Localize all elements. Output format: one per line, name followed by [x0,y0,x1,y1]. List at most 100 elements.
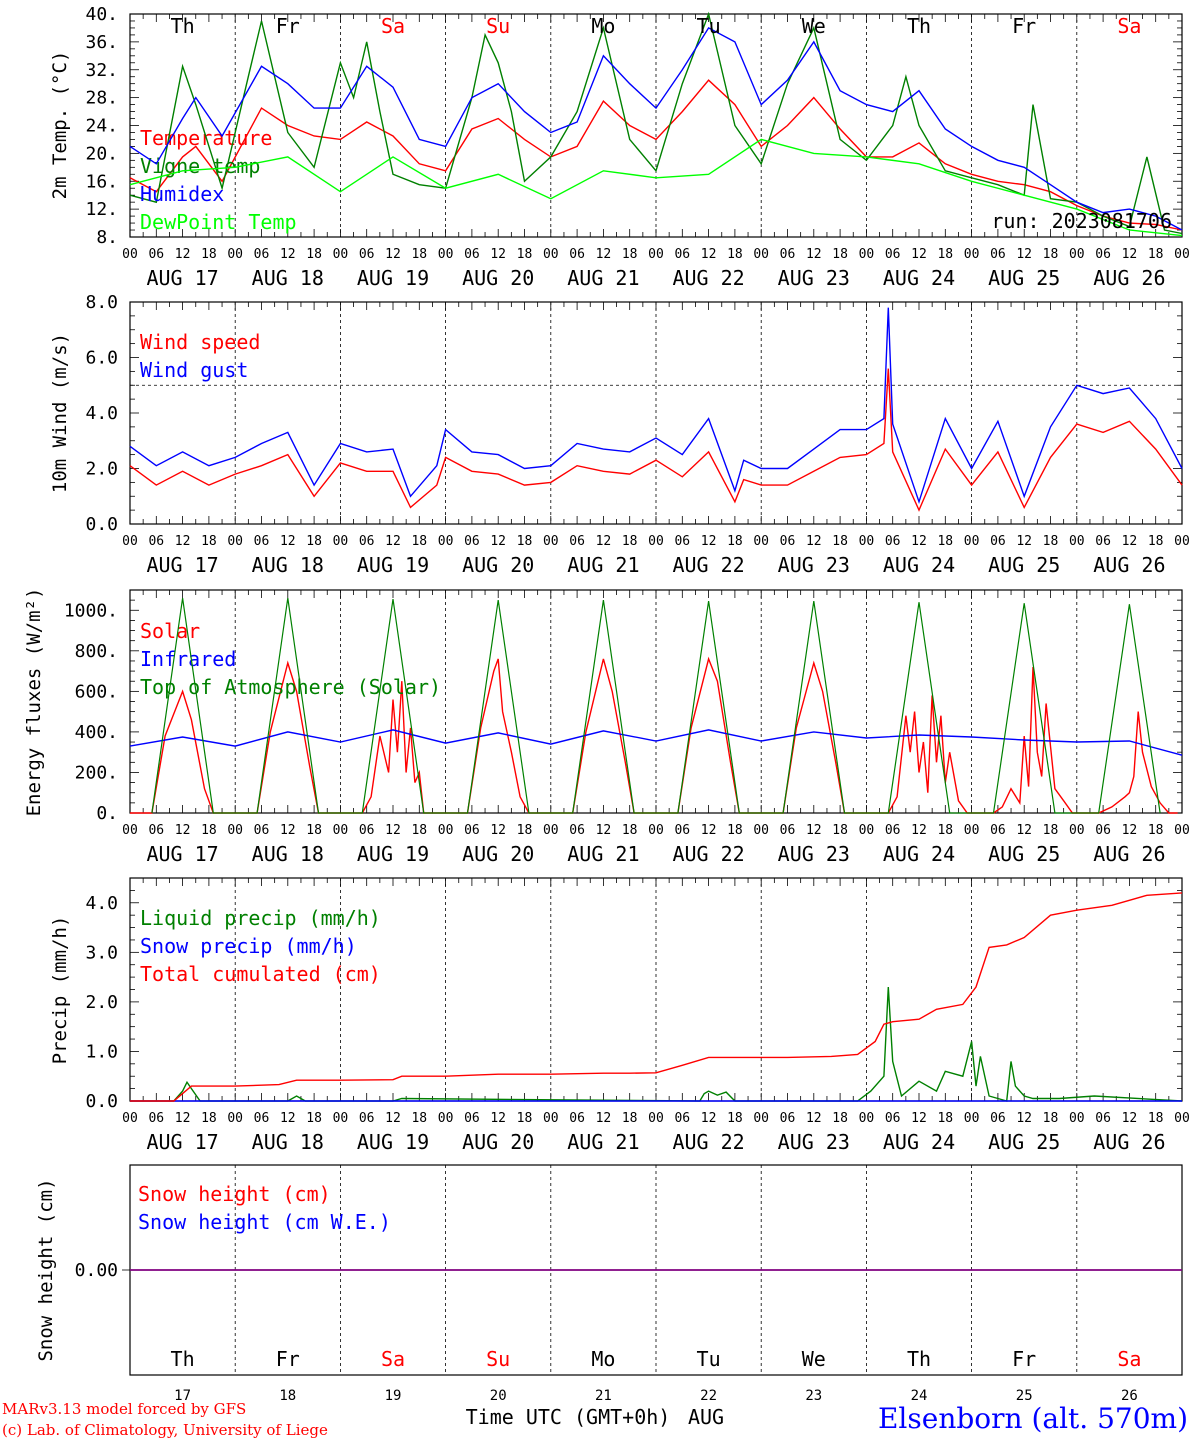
series-humidex [129,26,1183,231]
legend-entry: Liquid precip (mm/h) [140,906,381,930]
date-label: AUG 19 [357,1130,429,1154]
panel-temperature: 8. 12. 16. 20. 24. 28. 32. 36. 40. 2m Temp. (°C) T… [49,4,1190,290]
hour-tick-label: 18 [411,1111,427,1126]
hour-tick-label: 00 [753,247,769,262]
hour-tick-label: 00 [333,1111,349,1126]
hour-tick-label: 18 [517,534,533,549]
hour-tick-label: 06 [569,823,585,838]
date-label: AUG 24 [883,266,955,290]
panel-precip: 0.0 1.0 2.0 3.0 4.0 Precip (mm/h) Liquid preci… [49,877,1190,1154]
hour-tick-label: 12 [596,247,612,262]
hour-tick-label: 00 [964,534,980,549]
weekday-label: Sa [381,14,405,38]
y-tick-label: 1.0 [85,1041,118,1062]
hour-tick-label: 00 [438,823,454,838]
hour-tick-label: 12 [1016,247,1032,262]
hour-tick-label: 06 [464,534,480,549]
hour-tick-label: 12 [280,1111,296,1126]
y-tick-label: 400. [75,722,118,743]
hour-tick-label: 18 [622,247,638,262]
hour-tick-label: 12 [701,247,717,262]
hour-tick-label: 12 [490,823,506,838]
hour-tick-label: 06 [569,534,585,549]
hour-tick-label: 00 [227,534,243,549]
y-tick-label: 600. [75,681,118,702]
hour-tick-label: 18 [937,1111,953,1126]
day-number-label: 20 [490,1388,507,1404]
hour-tick-label: 06 [464,247,480,262]
date-label: AUG 18 [252,553,324,577]
weekday-label: Sa [1117,1347,1141,1371]
panel-energy: 0. 200. 400. 600. 800. 1000. Energy fluxes (W/… [23,588,1190,866]
date-label: AUG 19 [357,553,429,577]
legend-entry: Humidex [140,182,224,206]
y-tick-label: 8.0 [85,292,118,313]
date-label: AUG 22 [672,1130,744,1154]
weekday-label: Th [171,14,195,38]
hour-tick-label: 06 [885,823,901,838]
weekday-label: Mo [591,14,615,38]
hour-tick-label: 06 [990,247,1006,262]
hour-tick-label: 06 [990,1111,1006,1126]
hour-tick-label: 00 [964,247,980,262]
hour-tick-label: 00 [859,823,875,838]
hour-tick-label: 12 [490,1111,506,1126]
hour-tick-label: 12 [385,1111,401,1126]
date-label: AUG 21 [567,842,639,866]
hour-tick-label: 00 [543,247,559,262]
y-tick-label: 3.0 [85,942,118,963]
y-tick-label: 0.0 [85,514,118,535]
hour-tick-label: 00 [1069,823,1085,838]
hour-tick-label: 00 [648,1111,664,1126]
hour-tick-label: 00 [438,247,454,262]
hour-tick-label: 18 [727,1111,743,1126]
y-tick-label: 0.00 [75,1260,118,1281]
hour-tick-label: 06 [1095,1111,1111,1126]
y-tick-label: 20. [85,143,118,164]
series-wind-gust [129,307,1183,505]
hour-tick-label: 06 [674,1111,690,1126]
hour-tick-label: 12 [175,823,191,838]
hour-tick-label: 00 [333,534,349,549]
series-wind-speed [129,368,1183,512]
day-number-label: 25 [1016,1388,1033,1404]
hour-tick-label: 18 [1148,247,1164,262]
hour-tick-label: 18 [306,823,322,838]
hour-tick-label: 18 [1043,1111,1059,1126]
hour-tick-label: 12 [1016,823,1032,838]
hour-tick-label: 00 [1174,247,1190,262]
hour-tick-label: 12 [596,823,612,838]
hour-tick-label: 00 [964,823,980,838]
weekday-label: Fr [276,1347,300,1371]
day-number-label: 22 [700,1388,717,1404]
hour-tick-label: 18 [306,1111,322,1126]
hour-tick-label: 06 [359,823,375,838]
hour-tick-label: 06 [254,1111,270,1126]
y-tick-label: 4.0 [85,403,118,424]
hour-tick-label: 00 [333,247,349,262]
hour-tick-label: 12 [1122,534,1138,549]
date-label: AUG 24 [883,842,955,866]
legend-entry: Wind speed [140,330,260,354]
date-label: AUG 20 [462,553,534,577]
date-label: AUG 23 [778,553,850,577]
y-axis-label: Snow height (cm) [35,1178,57,1361]
hour-tick-label: 06 [359,1111,375,1126]
date-label: AUG 17 [146,553,218,577]
hour-tick-label: 12 [911,1111,927,1126]
hour-tick-label: 06 [1095,823,1111,838]
hour-tick-label: 12 [1122,823,1138,838]
hour-tick-label: 12 [701,534,717,549]
weekday-label: Th [907,14,931,38]
hour-tick-label: 00 [543,534,559,549]
hour-tick-label: 18 [727,534,743,549]
hour-tick-label: 12 [385,247,401,262]
hour-tick-label: 06 [569,1111,585,1126]
hour-tick-label: 06 [254,823,270,838]
hour-tick-label: 00 [1069,534,1085,549]
hour-tick-label: 12 [280,823,296,838]
hour-tick-label: 12 [385,823,401,838]
weekday-label: Fr [1012,1347,1036,1371]
hour-tick-label: 18 [201,534,217,549]
hour-tick-label: 00 [227,247,243,262]
